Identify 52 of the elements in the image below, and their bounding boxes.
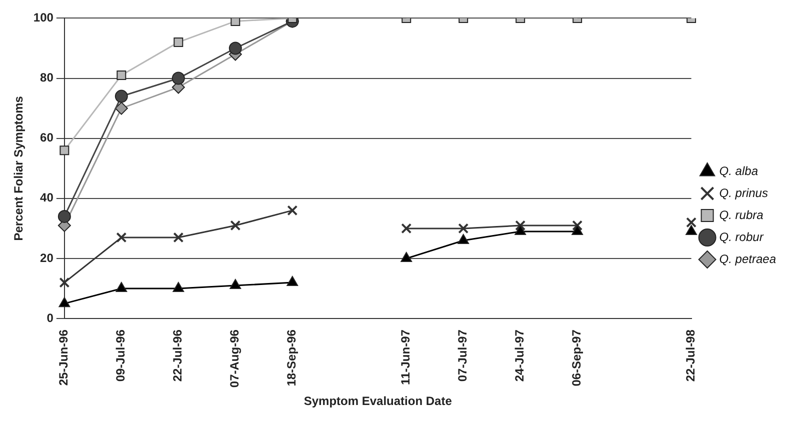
y-tick-label: 40 xyxy=(40,190,54,205)
y-tick-label: 80 xyxy=(40,70,54,85)
point xyxy=(401,223,412,234)
x-tick-label: 09-Jul-96 xyxy=(114,329,128,382)
point xyxy=(230,18,240,26)
x-tick-label: 22-Jul-96 xyxy=(170,329,185,382)
y-axis-title: Percent Foliar Symptoms xyxy=(12,96,26,241)
x-axis-title: Symptom Evaluation Date xyxy=(304,394,452,408)
point xyxy=(116,282,128,292)
x-tick-label: 07-Jul-97 xyxy=(456,329,470,382)
legend-label: Q. prinus xyxy=(719,186,768,200)
point xyxy=(58,297,70,308)
x-tick-label: 11-Jun-97 xyxy=(398,329,413,385)
point xyxy=(116,232,127,243)
point xyxy=(230,279,242,290)
point xyxy=(686,224,697,235)
y-tick-label: 0 xyxy=(46,310,54,325)
legend-label: Q. petraea xyxy=(719,252,776,266)
point xyxy=(114,90,128,103)
x-tick-label: 07-Aug-96 xyxy=(228,329,242,388)
x-tick-label: 22-Jul-98 xyxy=(684,329,698,382)
point xyxy=(58,210,71,223)
point xyxy=(458,223,469,234)
legend-label: Q. rubra xyxy=(719,208,764,222)
point xyxy=(286,276,298,286)
point xyxy=(174,37,184,47)
point xyxy=(172,72,185,85)
point xyxy=(572,220,583,231)
point xyxy=(59,277,70,288)
point xyxy=(572,224,584,235)
point xyxy=(400,252,412,262)
point xyxy=(458,234,470,244)
point xyxy=(515,220,526,231)
point xyxy=(514,224,526,235)
point xyxy=(114,102,128,115)
point xyxy=(173,232,184,243)
y-tick-label: 60 xyxy=(40,130,54,145)
y-tick-label: 100 xyxy=(33,10,54,25)
x-tick-label: 24-Jul-97 xyxy=(512,329,527,382)
legend-label: Q. alba xyxy=(719,164,758,178)
point xyxy=(228,42,242,55)
point xyxy=(60,146,70,156)
point xyxy=(116,70,126,80)
x-tick-label: 25-Jun-96 xyxy=(56,329,71,386)
point xyxy=(686,217,697,228)
legend-label: Q. robur xyxy=(719,230,764,244)
point xyxy=(287,205,298,216)
x-tick-label: 18-Sep-96 xyxy=(284,329,299,386)
point xyxy=(230,220,241,231)
y-tick-label: 20 xyxy=(40,250,54,265)
point xyxy=(172,282,184,292)
x-tick-label: 06-Sep-97 xyxy=(570,329,584,386)
